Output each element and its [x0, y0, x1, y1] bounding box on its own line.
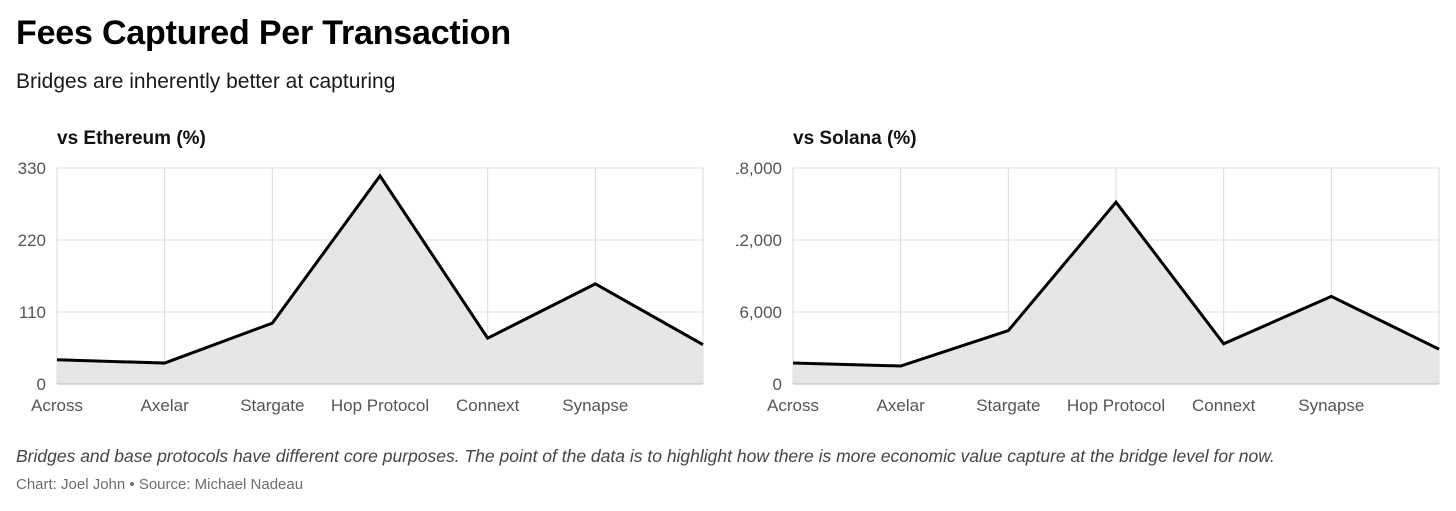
- page-title: Fees Captured Per Transaction: [16, 14, 511, 52]
- chart-solana: 0 6,000 12,000 18,000 Across Axelar Stargate Ho…: [736, 159, 1440, 415]
- chart-title-ethereum: vs Ethereum (%): [57, 128, 206, 149]
- eth-y-tick-label: 0: [37, 375, 46, 394]
- eth-x-tick-label: Hop Protocol: [331, 396, 429, 415]
- eth-series-line: [56, 173, 704, 365]
- chart-ethereum: 0 110 220 330 Across Axelar Stargate Hop Protoc…: [18, 159, 704, 415]
- sol-area-fill: [793, 202, 1439, 384]
- chart-panel-solana: vs Solana (%) 0 6,000 12,000 18,000 Across Ax…: [736, 120, 1456, 430]
- eth-y-tick-label: 220: [18, 231, 46, 250]
- eth-y-tick-label: 110: [19, 303, 46, 322]
- eth-x-tick-label: Stargate: [240, 396, 304, 415]
- sol-y-tick-label: 0: [773, 375, 782, 394]
- chart-credit: Chart: Joel John • Source: Michael Nadea…: [16, 476, 304, 493]
- sol-y-tick-label: 18,000: [736, 159, 782, 178]
- eth-x-tick-label: Connext: [456, 396, 520, 415]
- footnote: Bridges and base protocols have differen…: [16, 446, 1275, 466]
- eth-area-fill: [57, 175, 703, 384]
- sol-x-tick-label: Stargate: [976, 396, 1040, 415]
- eth-x-tick-label: Across: [31, 396, 83, 415]
- sol-x-tick-label: Axelar: [877, 396, 926, 415]
- sol-x-tick-label: Across: [767, 396, 819, 415]
- chart-panel-ethereum: vs Ethereum (%) 0 110 220 330 Across Axelar St…: [0, 120, 720, 430]
- sol-series-line: [792, 199, 1440, 368]
- page-subtitle: Bridges are inherently better at capturi…: [16, 70, 396, 93]
- sol-y-tick-label: 6,000: [739, 303, 782, 322]
- eth-x-tick-label: Axelar: [141, 396, 190, 415]
- chart-title-solana: vs Solana (%): [793, 128, 917, 149]
- sol-x-tick-label: Synapse: [1298, 396, 1364, 415]
- sol-x-tick-label: Connext: [1192, 396, 1256, 415]
- eth-y-tick-label: 330: [18, 159, 46, 178]
- eth-x-tick-label: Synapse: [562, 396, 628, 415]
- sol-x-tick-label: Hop Protocol: [1067, 396, 1165, 415]
- sol-y-tick-label: 12,000: [736, 231, 782, 250]
